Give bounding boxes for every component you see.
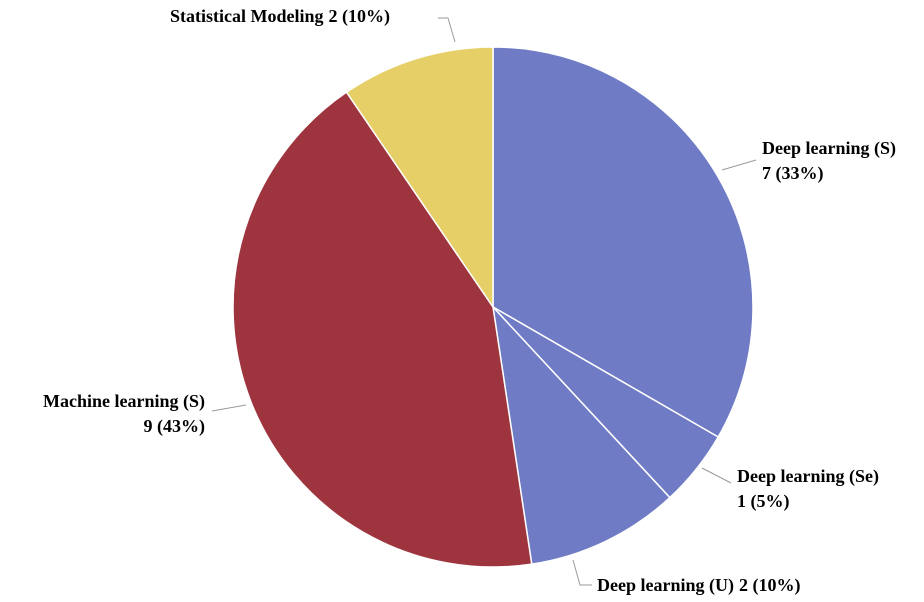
slice-label: Machine learning (S) — [43, 391, 205, 412]
slice-value-label: 1 (5%) — [737, 491, 790, 512]
slice-value-label: 9 (43%) — [144, 416, 206, 437]
slice-label: Statistical Modeling — [170, 6, 324, 26]
slice-value-label: 7 (33%) — [762, 163, 824, 184]
leader-line — [721, 159, 757, 171]
slice-value-label: 2 (10%) — [329, 6, 391, 27]
pie-slice — [345, 46, 494, 310]
leader-line — [438, 17, 456, 43]
leader-line — [211, 404, 247, 412]
slice-value-label: 2 (10%) — [739, 575, 801, 596]
leader-line — [572, 559, 592, 586]
pie-slice — [491, 304, 671, 565]
pie-slice — [492, 46, 754, 439]
pie-slice — [232, 91, 533, 568]
slice-label: Deep learning (U) — [597, 575, 734, 596]
slice-label: Deep learning (Se) — [737, 466, 879, 487]
leader-line — [701, 467, 732, 484]
slice-label: Deep learning (S) — [762, 138, 896, 159]
